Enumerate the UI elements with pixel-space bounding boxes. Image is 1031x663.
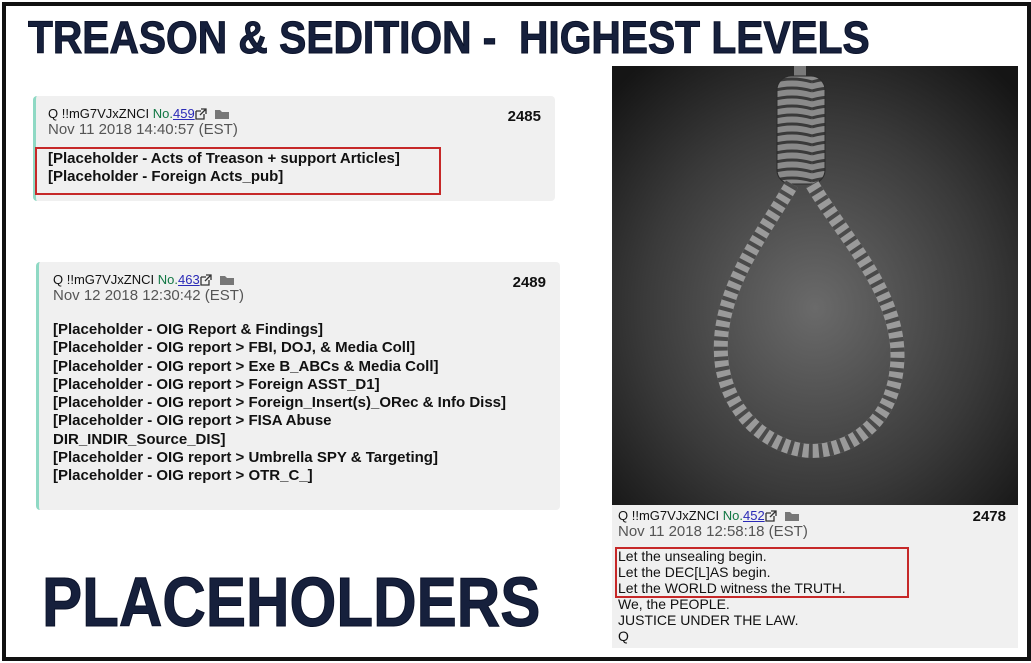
post-count: 2489 (512, 274, 546, 291)
post: Q !!mG7VJxZNCI No.459 Nov 11 2018 14:40:… (33, 96, 555, 201)
post-link[interactable]: 452 (742, 508, 765, 523)
external-icon[interactable] (765, 510, 777, 522)
highlight-box (35, 147, 441, 195)
post-line: Let the WORLD witness the TRUTH. (618, 580, 846, 596)
external-icon[interactable] (200, 274, 212, 286)
post-header: Q !!mG7VJxZNCI No.459 (48, 106, 545, 121)
post-line: Q (618, 628, 629, 644)
external-icon[interactable] (195, 108, 207, 120)
post-line: [Placeholder - OIG report > Foreign_Inse… (53, 394, 507, 412)
post-line: [Placeholder - OIG report > Exe B_ABCs &… (53, 357, 439, 375)
author: Q !!mG7VJxZNCI (618, 508, 720, 523)
post-header: Q !!mG7VJxZNCI No.452 (618, 508, 1010, 523)
post-body: Let the unsealing begin. Let the DEC[L]A… (618, 548, 1010, 644)
post-count: 2485 (507, 108, 541, 125)
post-line: [Placeholder - OIG Report & Findings] (53, 321, 324, 338)
author: Q !!mG7VJxZNCI (48, 106, 150, 121)
post-line: [Placeholder - OIG report > FISA Abuse D… (53, 412, 336, 448)
author: Q !!mG7VJxZNCI (53, 272, 155, 287)
post-link[interactable]: 459 (172, 106, 195, 121)
post: Q !!mG7VJxZNCI No.452 Nov 11 2018 12:58:… (612, 505, 1018, 648)
post-count: 2478 (972, 508, 1006, 525)
folder-icon[interactable] (219, 274, 235, 286)
post-header: Q !!mG7VJxZNCI No.463 (53, 272, 550, 287)
highlight-box (615, 547, 909, 598)
post: Q !!mG7VJxZNCI No.463 Nov 12 2018 12:30:… (36, 262, 560, 510)
post-line: Let the unsealing begin. (618, 548, 767, 564)
post-link[interactable]: 463 (177, 272, 200, 287)
post-no-prefix: No. (152, 106, 173, 121)
date: Nov 11 2018 14:40:57 (EST) (48, 121, 238, 138)
post-no-prefix: No. (722, 508, 743, 523)
date: Nov 12 2018 12:30:42 (EST) (53, 287, 244, 304)
post-body: [Placeholder - Acts of Treason + support… (48, 150, 545, 187)
folder-icon[interactable] (214, 108, 230, 120)
folder-icon[interactable] (784, 510, 800, 522)
post-line: We, the PEOPLE. (618, 596, 730, 612)
post-line: [Placeholder - Acts of Treason + support… (48, 150, 400, 167)
date: Nov 11 2018 12:58:18 (EST) (618, 523, 808, 540)
post-line: JUSTICE UNDER THE LAW. (618, 612, 799, 628)
title: TREASON & SEDITION - HIGHEST LEVELS (28, 12, 871, 64)
post-line: [Placeholder - Foreign Acts_pub] (48, 168, 284, 186)
post-line: Let the DEC[L]AS begin. (618, 564, 771, 580)
noose-image (612, 66, 1018, 506)
footer-title: PLACEHOLDERS (42, 563, 541, 642)
post-body: [Placeholder - OIG Report & Findings] [P… (53, 321, 523, 486)
post-line: [Placeholder - OIG report > Umbrella SPY… (53, 449, 438, 467)
post-line: [Placeholder - OIG report > Foreign ASST… (53, 375, 380, 393)
post-line: [Placeholder - OIG report > FBI, DOJ, & … (53, 339, 416, 357)
post-no-prefix: No. (157, 272, 178, 287)
post-line: [Placeholder - OIG report > OTR_C_] (53, 467, 313, 485)
